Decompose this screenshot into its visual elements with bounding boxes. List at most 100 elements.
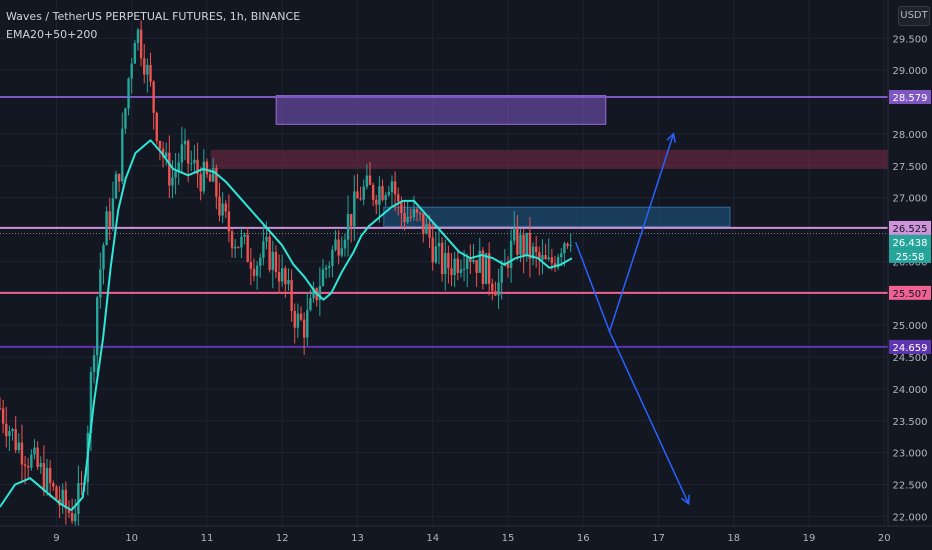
price-label-bg-1 (889, 220, 931, 235)
price-tick-10: 23.000 (893, 449, 928, 460)
candle-body-49 (152, 81, 155, 113)
candle-body-51 (158, 141, 162, 149)
candle-body-24 (74, 513, 77, 522)
projection-arrowhead-1 (680, 494, 690, 506)
candle-body-166 (519, 234, 522, 255)
candle-body-141 (440, 242, 444, 275)
candle-body-90 (281, 268, 284, 282)
candle-body-75 (233, 246, 237, 249)
zone-2 (383, 206, 731, 227)
candle-body-140 (437, 242, 441, 247)
candle-body-147 (459, 269, 463, 273)
price-axis-panel[interactable] (888, 0, 932, 526)
candle-body-41 (127, 78, 130, 109)
chart-grid (0, 0, 888, 526)
price-label-5: 24.659 (893, 343, 928, 354)
price-tick-4: 27.000 (893, 194, 928, 205)
time-tick-11: 20 (878, 533, 891, 544)
candle-body-123 (384, 194, 387, 201)
time-axis: 9 10 11 12 13 14 15 16 17 18 19 20 (53, 533, 890, 544)
candle-body-180 (563, 243, 566, 254)
symbol-title[interactable]: Waves / TetherUS PERPETUAL FUTURES, 1h, … (6, 10, 301, 23)
candle-body-64 (199, 174, 202, 192)
candle-body-38 (117, 173, 121, 182)
candle-body-76 (237, 246, 240, 248)
candle-body-17 (52, 483, 55, 487)
price-label-2: 26.438 (893, 238, 928, 249)
indicator-label[interactable]: EMA20+50+200 (6, 28, 98, 41)
candle-body-30 (92, 355, 96, 373)
candle-body-32 (99, 269, 102, 298)
price-tick-0: 29.500 (893, 34, 928, 45)
candle-body-35 (108, 211, 111, 227)
candle-body-117 (365, 175, 369, 187)
candle-body-152 (475, 260, 478, 273)
candle-body-73 (227, 211, 231, 232)
zone-1 (210, 149, 889, 169)
candle-body-48 (149, 64, 152, 82)
candle-body-71 (221, 203, 224, 216)
time-tick-5: 14 (426, 533, 439, 544)
candle-body-173 (541, 255, 544, 260)
candle-body-86 (268, 236, 271, 270)
candle-body-50 (155, 112, 158, 142)
candle-body-22 (67, 508, 71, 513)
candle-body-97 (302, 319, 306, 338)
candle-body-111 (346, 213, 350, 240)
candle-body-34 (105, 211, 108, 245)
candle-body-105 (328, 265, 331, 268)
candle-body-46 (143, 58, 146, 75)
candle-body-31 (96, 297, 99, 356)
candle-body-98 (306, 309, 309, 338)
candle-body-179 (560, 253, 563, 257)
candle-body-132 (412, 209, 416, 218)
candle-body-26 (80, 483, 83, 485)
chart-legend: Waves / TetherUS PERPETUAL FUTURES, 1h, … (6, 8, 300, 44)
candle-body-95 (296, 313, 300, 328)
time-tick-7: 16 (577, 533, 590, 544)
currency-badge[interactable]: USDT (898, 6, 930, 26)
candle-body-112 (349, 213, 353, 227)
price-label-3: 25:58 (896, 252, 925, 263)
candle-body-82 (255, 265, 259, 276)
candle-body-110 (343, 239, 347, 249)
time-axis-panel[interactable] (0, 526, 932, 550)
candle-body-174 (544, 255, 547, 260)
candle-body-61 (190, 163, 193, 165)
candle-body-113 (353, 191, 356, 227)
candle-body-42 (130, 63, 133, 79)
candle-body-52 (161, 148, 165, 158)
time-tick-9: 18 (727, 533, 740, 544)
time-tick-6: 15 (502, 533, 515, 544)
time-tick-1: 10 (125, 533, 138, 544)
candle-body-25 (77, 483, 80, 514)
candle-body-6 (17, 442, 21, 451)
chart-zones (210, 95, 889, 227)
candle-body-56 (174, 171, 177, 178)
zone-0 (275, 95, 607, 125)
candle-body-164 (513, 227, 516, 241)
candle-body-5 (14, 429, 17, 451)
candle-body-165 (516, 227, 519, 255)
candle-body-8 (23, 464, 27, 466)
ema-series (0, 139, 573, 512)
candle-body-181 (566, 243, 569, 246)
candle-body-133 (415, 209, 419, 213)
candle-body-154 (481, 250, 485, 284)
candle-body-85 (265, 236, 268, 242)
price-tick-3: 27.500 (893, 162, 928, 173)
candle-body-108 (337, 239, 340, 256)
candle-body-21 (64, 489, 68, 509)
candle-body-135 (422, 213, 425, 234)
candle-body-163 (509, 240, 513, 269)
candle-body-99 (309, 298, 312, 310)
candle-body-78 (243, 234, 246, 237)
projection-arrowhead-0 (666, 132, 676, 143)
candle-body-102 (318, 285, 322, 301)
candle-body-114 (356, 191, 359, 199)
candle-body-40 (124, 108, 127, 129)
candle-body-70 (218, 196, 221, 216)
candle-body-67 (208, 174, 212, 182)
candle-body-9 (27, 465, 30, 468)
